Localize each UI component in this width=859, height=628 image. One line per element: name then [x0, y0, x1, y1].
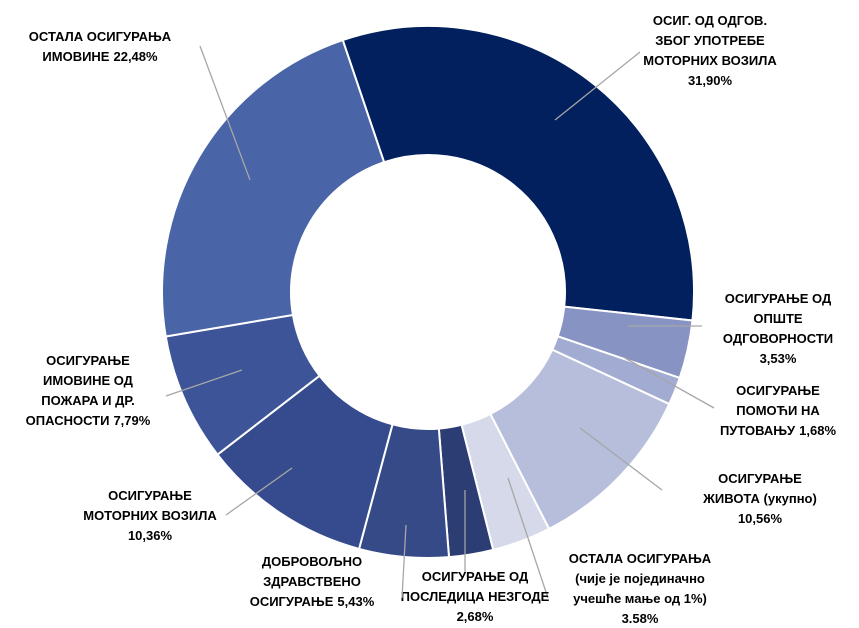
value-label: 22,48% — [113, 49, 158, 64]
leader-line — [401, 524, 407, 599]
slice-label: ОСИГУРАЊЕ ЖИВОТА (укупно) 10,56% — [702, 471, 817, 526]
label-line: ОСИГУРАЊЕ — [718, 471, 802, 486]
value-label: 3.58% — [622, 611, 659, 626]
label-line: (чије је појединачно — [575, 571, 705, 586]
leader-line — [165, 369, 243, 397]
label-line: ИМОВИНЕ — [42, 49, 109, 64]
slice-label: ОСИГУРАЊЕ ИМОВИНЕ ОД ПОЖАРА И ДР. ОПАСНОСТИ… — [26, 353, 151, 428]
slice-label: ОСИГУРАЊЕ ОД ОПШТЕ ОДГОВОРНОСТИ 3,53% — [723, 291, 833, 366]
label-line: ЖИВОТА (укупно) — [702, 491, 817, 506]
label-line: ОСИГУРАЊЕ — [108, 488, 192, 503]
value-label: 7,79% — [113, 413, 150, 428]
value-label: 10,36% — [128, 528, 173, 543]
label-line: ПОЖАРА И ДР. — [41, 393, 135, 408]
label-line: ОСИГУРАЊЕ — [46, 353, 130, 368]
leader-line — [579, 427, 663, 491]
label-line: МОТОРНИХ ВОЗИЛА — [83, 508, 217, 523]
label-line: ЗДРАВСТВЕНО — [263, 574, 361, 589]
label-line: ПУТОВАЊУ — [720, 423, 796, 438]
leader-line — [199, 45, 251, 181]
label-line: ЗБОГ УПОТРЕБЕ — [655, 33, 765, 48]
label-line: ПОСЛЕДИЦА НЕЗГОДЕ — [401, 589, 550, 604]
label-line: учешће мање од 1%) — [573, 591, 707, 606]
value-label: 10,56% — [738, 511, 783, 526]
value-label: 2,68% — [457, 609, 494, 624]
slice-label: ОСТАЛА ОСИГУРАЊА (чије је појединачно учеш… — [569, 551, 712, 626]
label-line: ИМОВИНЕ ОД — [43, 373, 134, 388]
label-line: ОПАСНОСТИ — [26, 413, 110, 428]
label-line: ОПШТЕ — [753, 311, 802, 326]
label-line: ОСТАЛА ОСИГУРАЊА — [29, 29, 172, 44]
slice — [341, 25, 695, 322]
leader-line — [507, 477, 549, 599]
value-label: 5,43% — [337, 594, 374, 609]
value-label: 3,53% — [760, 351, 797, 366]
label-line: ОСИГУРАЊЕ — [736, 383, 820, 398]
slice-label: ОСИГУРАЊЕ ПОМОЋИ НА ПУТОВАЊУ 1,68% — [720, 383, 837, 438]
label-line: ОСИГУРАЊЕ ОД — [725, 291, 832, 306]
label-line: ПОМОЋИ НА — [736, 403, 820, 418]
label-line: ОСИГУРАЊЕ ОД — [422, 569, 529, 584]
value-label: 31,90% — [688, 73, 733, 88]
slice-label: ОСИГУРАЊЕ ОД ПОСЛЕДИЦА НЕЗГОДЕ 2,68% — [401, 569, 550, 624]
leader-line — [624, 357, 715, 409]
leader-line — [225, 467, 293, 516]
label-line: МОТОРНИХ ВОЗИЛА — [643, 53, 777, 68]
slice-label: ОСИГУРАЊЕ МОТОРНИХ ВОЗИЛА 10,36% — [83, 488, 217, 543]
slice-label: ОСТАЛА ОСИГУРАЊА ИМОВИНЕ 22,48% — [29, 29, 172, 64]
slice-label: ДОБРОВОЉНО ЗДРАВСТВЕНО ОСИГУРАЊЕ 5,43% — [250, 554, 375, 609]
label-line: ОСТАЛА ОСИГУРАЊА — [569, 551, 712, 566]
slice-label: ОСИГ. ОД ОДГОВ. ЗБОГ УПОТРЕБЕ МОТОРНИХ ВОЗ… — [643, 13, 777, 88]
label-line: ДОБРОВОЉНО — [262, 554, 362, 569]
label-line: ОСИГ. ОД ОДГОВ. — [653, 13, 767, 28]
label-line: ОДГОВОРНОСТИ — [723, 331, 833, 346]
value-label: 1,68% — [799, 423, 836, 438]
label-line: ОСИГУРАЊЕ — [250, 594, 334, 609]
slice — [161, 38, 386, 338]
leader-line — [554, 51, 641, 121]
